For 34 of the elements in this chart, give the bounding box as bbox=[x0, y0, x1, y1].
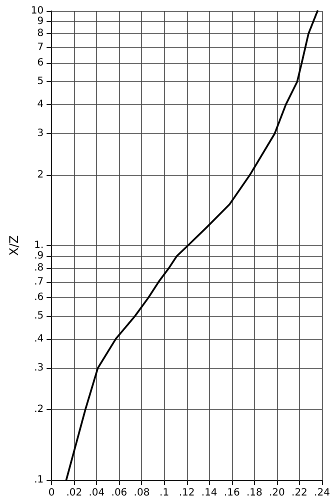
y-tick-label: 3 bbox=[37, 128, 44, 140]
y-tick-label: .2 bbox=[34, 404, 44, 415]
x-tick-label: .08 bbox=[134, 488, 150, 498]
y-tick-label: 10 bbox=[30, 6, 44, 16]
y-axis-title: X/Z bbox=[7, 235, 21, 256]
y-tick-label: 7 bbox=[37, 42, 44, 53]
x-tick-label: .24 bbox=[314, 488, 330, 498]
x-tick-label: 0 bbox=[48, 488, 55, 498]
x-tick-label: .12 bbox=[178, 488, 195, 498]
y-tick-label: .1 bbox=[34, 474, 44, 486]
x-tick-label: .20 bbox=[268, 488, 285, 498]
x-tick-label: .06 bbox=[111, 488, 128, 498]
y-tick-label: 5 bbox=[37, 76, 44, 88]
x-tick-label: .04 bbox=[88, 488, 105, 498]
x-tick-label: .14 bbox=[201, 488, 218, 498]
y-tick-label: 1. bbox=[34, 240, 44, 251]
y-tick-label: .8 bbox=[34, 262, 44, 274]
y-tick-label: 8 bbox=[37, 28, 44, 40]
y-tick-label: .7 bbox=[34, 276, 44, 288]
y-tick-label: 9 bbox=[37, 16, 44, 28]
x-tick-label: .16 bbox=[224, 488, 240, 498]
y-tick-label: .5 bbox=[34, 310, 44, 322]
x-tick-label: .18 bbox=[246, 488, 262, 498]
line-series bbox=[65, 10, 318, 481]
x-tick-label: .1 bbox=[160, 488, 170, 498]
y-tick-label: .9 bbox=[34, 250, 44, 262]
x-tick-label: .22 bbox=[292, 488, 308, 498]
x-tick-label: .02 bbox=[66, 488, 82, 498]
y-tick-label: 6 bbox=[37, 58, 44, 69]
y-tick-label: .3 bbox=[34, 362, 44, 374]
y-tick-label: .4 bbox=[34, 333, 44, 344]
y-tick-label: 2 bbox=[37, 169, 44, 180]
y-tick-label: 4 bbox=[37, 98, 44, 110]
y-tick-label: .6 bbox=[34, 292, 44, 304]
